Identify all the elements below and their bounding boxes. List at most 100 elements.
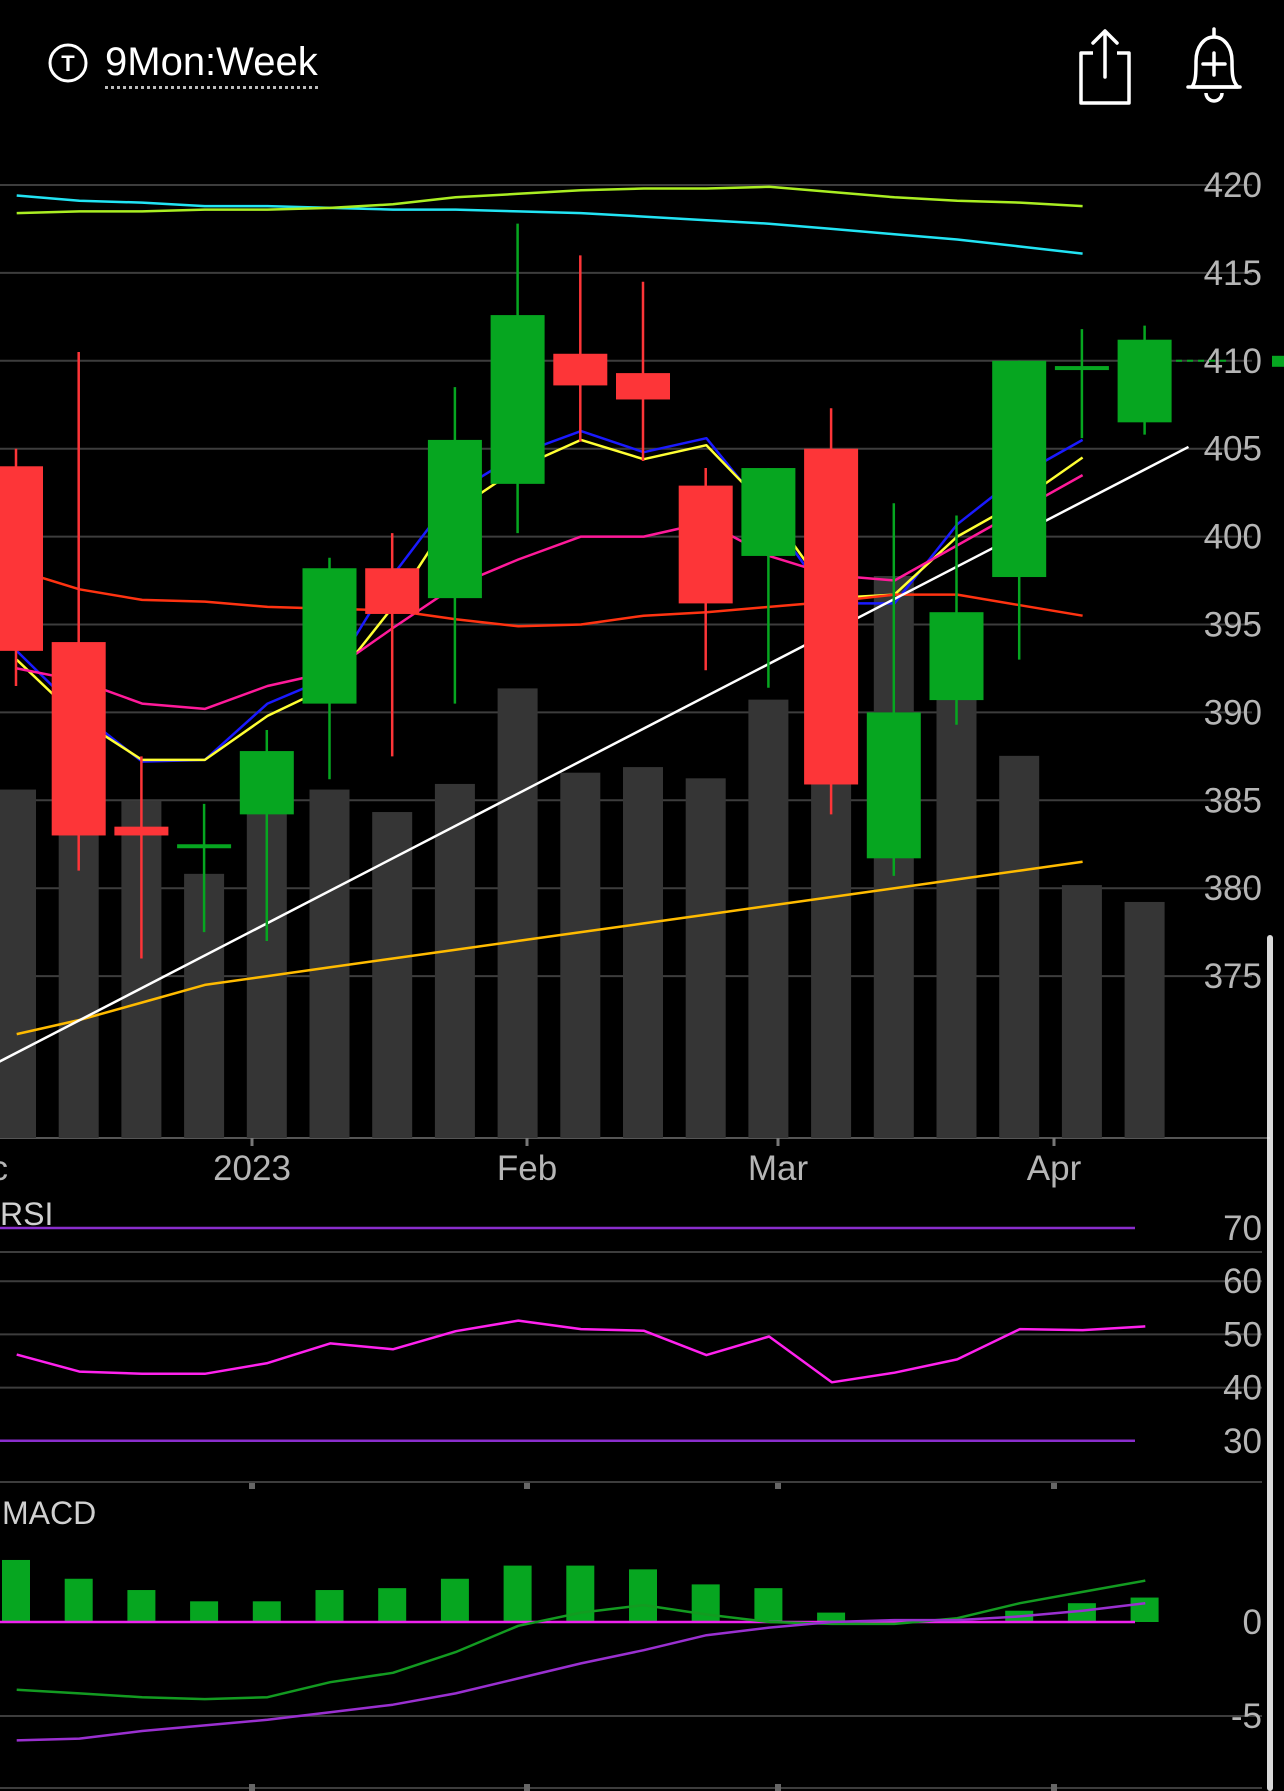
price-tick-label: 395: [1204, 606, 1262, 645]
candle-body: [177, 844, 232, 849]
candle-body: [1117, 339, 1172, 423]
t-circle-icon[interactable]: T: [48, 43, 88, 83]
volume-bar: [1124, 901, 1165, 1138]
price-tick-label: 390: [1204, 693, 1262, 732]
macd-histogram-bar: [127, 1590, 156, 1622]
date-tick-label: c: [0, 1149, 8, 1188]
candle: [114, 756, 169, 959]
candle: [239, 729, 294, 941]
volume-bar: [0, 789, 36, 1138]
candle-body: [114, 826, 169, 836]
volume-bar: [1061, 885, 1102, 1138]
candle: [616, 281, 670, 462]
macd-label: MACD: [2, 1495, 96, 1531]
price-tick-label: 385: [1204, 781, 1262, 820]
volume-bar: [560, 772, 601, 1138]
candle-body: [302, 568, 357, 704]
macd-histogram-bar: [1067, 1603, 1096, 1622]
candle-body: [804, 448, 859, 785]
candle: [302, 557, 357, 780]
macd-tick-label: 0: [1243, 1603, 1262, 1642]
candlesticks: [0, 223, 1172, 959]
rsi-tick-label: 70: [1223, 1209, 1262, 1248]
candle-body: [490, 315, 545, 484]
candle-body: [0, 466, 43, 651]
macd-histogram-bar: [190, 1601, 219, 1622]
candle: [427, 387, 482, 704]
date-tick-label: Mar: [748, 1149, 809, 1188]
macd-panel[interactable]: MACD 0 -5: [0, 1495, 1262, 1791]
macd-histogram-bar: [440, 1578, 469, 1622]
moving-average-line: [15, 438, 1084, 762]
date-tick-label: Feb: [497, 1149, 557, 1188]
candle: [741, 468, 796, 688]
macd-histogram-bar: [2, 1559, 30, 1622]
macd-histogram-bar: [754, 1588, 783, 1622]
candle: [992, 360, 1047, 660]
macd-line: [16, 1579, 1146, 1701]
bell-plus-icon[interactable]: [1182, 25, 1246, 107]
price-tick-label: 380: [1204, 869, 1262, 908]
moving-average-line: [16, 194, 1083, 255]
price-tick-label: 415: [1204, 254, 1262, 293]
macd-date-tick: [249, 1784, 255, 1791]
macd-histogram-bar: [64, 1578, 93, 1622]
volume-bar: [685, 778, 726, 1138]
svg-text:T: T: [61, 51, 75, 76]
macd-histogram-bar: [817, 1612, 846, 1622]
price-tick-label: 420: [1204, 166, 1262, 205]
candle-body: [553, 353, 608, 386]
trend-line: [0, 445, 1190, 1063]
candle: [51, 352, 106, 871]
date-axis: c 2023 Feb Mar Apr: [0, 1138, 1082, 1188]
rsi-panel[interactable]: RSI 70 60 50 40 30: [0, 1196, 1262, 1489]
rsi-label: RSI: [0, 1196, 53, 1232]
macd-date-tick: [524, 1784, 530, 1791]
price-tick-label: 405: [1204, 430, 1262, 469]
candle-body: [616, 373, 670, 400]
macd-histogram-bar: [378, 1588, 407, 1622]
share-icon[interactable]: [1075, 25, 1135, 107]
candle: [866, 503, 921, 876]
ticker-label[interactable]: 9Mon:Week: [105, 40, 318, 89]
candle-body: [866, 712, 921, 859]
rsi-tick-label: 30: [1223, 1422, 1262, 1461]
candle-body: [1054, 366, 1109, 371]
rsi-tick-label: 40: [1223, 1369, 1262, 1408]
candle: [490, 223, 545, 534]
candle: [365, 533, 420, 757]
volume-bars: [0, 576, 1165, 1138]
candle: [678, 468, 733, 671]
date-tick-label: Apr: [1027, 1149, 1082, 1188]
volume-bar: [372, 812, 413, 1138]
macd-histogram-bar: [315, 1590, 344, 1622]
last-price-tag: [1272, 355, 1284, 367]
macd-tick-label: -5: [1231, 1697, 1262, 1736]
macd-histogram-bar: [629, 1569, 657, 1622]
macd-histogram-bar: [503, 1565, 532, 1622]
last-price-marker: [1165, 355, 1284, 367]
candle-body: [741, 468, 796, 556]
trend-line-segment: [0, 445, 1190, 1063]
candle-body: [992, 360, 1047, 578]
volume-bar: [309, 789, 350, 1138]
candle: [929, 515, 984, 725]
header-bar: T 9Mon:Week: [0, 0, 1284, 130]
moving-average-line: [16, 860, 1083, 1036]
candle: [1117, 325, 1172, 435]
rsi-date-tick: [1051, 1483, 1057, 1489]
macd-date-tick: [775, 1784, 781, 1791]
scrollbar[interactable]: [1267, 935, 1273, 1791]
volume-bar: [497, 688, 538, 1138]
rsi-date-tick: [249, 1483, 255, 1489]
candle-body: [239, 751, 294, 815]
candle-body: [929, 612, 984, 701]
volume-bar: [999, 755, 1040, 1138]
candle-body: [678, 485, 733, 604]
candle: [0, 448, 43, 687]
date-tick-label: 2023: [213, 1149, 291, 1188]
candle: [553, 255, 608, 442]
